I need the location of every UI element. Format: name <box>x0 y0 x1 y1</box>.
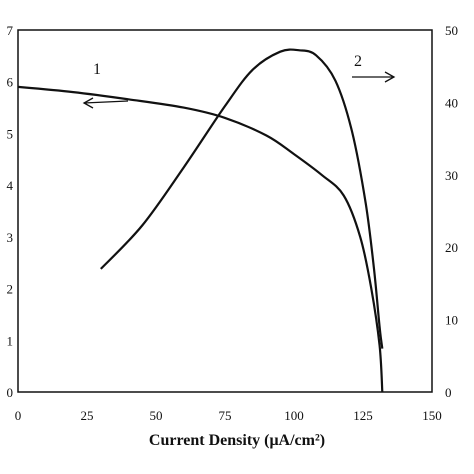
series-1-label: 1 <box>93 61 101 78</box>
left-y-tick-labels: 0 1 2 3 4 5 6 7 <box>7 23 14 400</box>
x-tick-label: 25 <box>81 408 94 423</box>
series-2-axis-arrow <box>352 71 396 83</box>
x-tick-labels: 0 25 50 75 100 125 150 <box>15 408 442 423</box>
left-y-tick-label: 7 <box>7 23 14 38</box>
right-y-tick-label: 40 <box>445 95 458 110</box>
left-y-tick-label: 0 <box>7 385 14 400</box>
right-y-tick-label: 10 <box>445 313 458 328</box>
x-tick-label: 75 <box>219 408 232 423</box>
x-tick-label: 50 <box>150 408 163 423</box>
right-y-tick-label: 50 <box>445 23 458 38</box>
right-y-tick-labels: 0 10 20 30 40 50 <box>445 23 458 400</box>
left-y-tick-label: 4 <box>7 178 14 193</box>
left-y-tick-label: 5 <box>7 126 14 141</box>
right-y-tick-label: 20 <box>445 240 458 255</box>
left-y-tick-label: 3 <box>7 230 14 245</box>
left-y-tick-label: 6 <box>7 75 14 90</box>
left-y-tick-label: 2 <box>7 282 14 297</box>
x-tick-label: 125 <box>353 408 373 423</box>
x-tick-label: 100 <box>284 408 304 423</box>
series-1-axis-arrow <box>82 97 129 109</box>
series-2-line <box>100 48 384 349</box>
x-axis-title: Current Density (μA/cm²) <box>149 432 325 449</box>
right-y-tick-label: 30 <box>445 168 458 183</box>
left-y-tick-label: 1 <box>7 333 14 348</box>
series-1-line <box>17 85 384 393</box>
x-tick-label: 150 <box>422 408 442 423</box>
plot-frame <box>17 29 433 393</box>
x-tick-label: 0 <box>15 408 22 423</box>
series-2-label: 2 <box>354 53 362 70</box>
right-y-tick-label: 0 <box>445 385 452 400</box>
